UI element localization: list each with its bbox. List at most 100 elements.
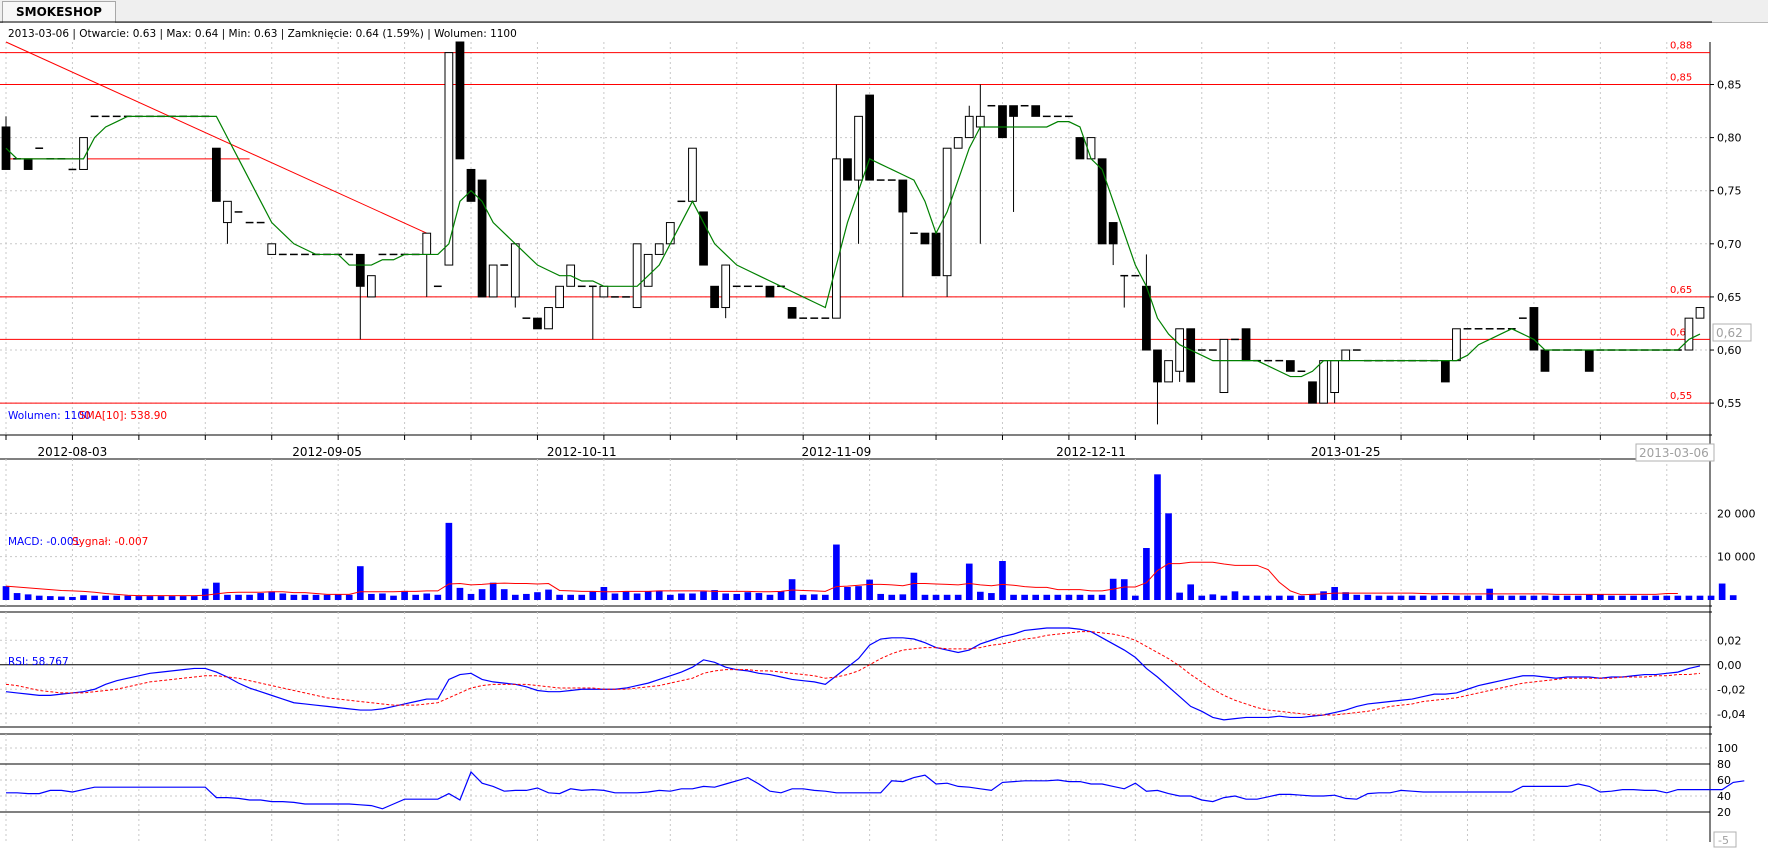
candle bbox=[1330, 360, 1340, 404]
candle bbox=[510, 243, 520, 308]
volume-bar bbox=[1309, 593, 1316, 600]
candle bbox=[920, 232, 930, 245]
candle bbox=[533, 317, 542, 330]
signal-label: Sygnał: -0.007 bbox=[72, 536, 148, 548]
volume-bar bbox=[135, 596, 143, 600]
volume-bar bbox=[224, 594, 231, 600]
volume-bar bbox=[1120, 579, 1128, 600]
candle bbox=[599, 285, 609, 298]
volume-bar bbox=[1087, 594, 1095, 600]
candle bbox=[1308, 381, 1317, 404]
candle bbox=[1285, 360, 1295, 372]
volume-bar bbox=[1729, 595, 1737, 600]
candle bbox=[865, 94, 874, 181]
trend-line bbox=[5, 41, 427, 234]
volume-bar bbox=[1220, 595, 1228, 600]
rsi-label: RSI: 58.767 bbox=[8, 656, 69, 668]
signal-line bbox=[5, 631, 1701, 716]
candle bbox=[643, 253, 653, 287]
candle bbox=[1075, 137, 1085, 160]
candle bbox=[1341, 349, 1351, 362]
tab-smokeshop[interactable]: SMOKESHOP bbox=[2, 1, 116, 23]
volume-bar bbox=[445, 522, 453, 600]
candle bbox=[267, 243, 277, 255]
volume-bar bbox=[1165, 513, 1172, 600]
candle bbox=[898, 179, 908, 297]
candle bbox=[1009, 105, 1018, 212]
macd-tick-label: 0,00 bbox=[1717, 659, 1742, 672]
volume-bar bbox=[678, 593, 685, 600]
volume-bar bbox=[1419, 595, 1427, 600]
volume-bar bbox=[1198, 595, 1206, 600]
support-resistance-lines: 0,88 0,85 0,65 0,61 0,55 bbox=[0, 41, 1710, 404]
volume-bar bbox=[1619, 595, 1626, 600]
candle bbox=[1108, 222, 1118, 266]
volume-bar bbox=[1408, 595, 1416, 600]
volume-bar bbox=[1253, 595, 1261, 600]
volume-bars bbox=[2, 474, 1737, 600]
volume-bar bbox=[578, 594, 586, 600]
candle bbox=[998, 105, 1007, 139]
volume-bar bbox=[1320, 591, 1327, 600]
candle bbox=[1120, 274, 1129, 308]
candle bbox=[953, 137, 963, 149]
candle bbox=[79, 137, 88, 170]
volume-bar bbox=[1530, 595, 1538, 600]
volume-bar bbox=[2, 586, 10, 600]
volume-bar bbox=[722, 593, 729, 600]
volume-bar bbox=[711, 590, 718, 600]
volume-bar bbox=[478, 589, 486, 600]
volume-bar bbox=[1386, 595, 1394, 600]
macd-tick-label: 0,02 bbox=[1717, 634, 1742, 647]
volume-bar bbox=[1397, 595, 1405, 600]
volume-label: Wolumen: 1100 bbox=[8, 410, 91, 422]
volume-bar bbox=[345, 594, 353, 600]
volume-bar bbox=[1442, 595, 1449, 600]
date-tick-label: 2013-01-25 bbox=[1311, 445, 1381, 459]
volume-bar bbox=[644, 591, 652, 600]
volume-bar bbox=[1298, 595, 1305, 600]
volume-bar bbox=[257, 593, 264, 600]
volume-bar bbox=[877, 593, 885, 600]
volume-bar bbox=[1154, 474, 1161, 600]
volume-bar bbox=[1718, 583, 1726, 600]
candle bbox=[710, 285, 719, 309]
candle bbox=[1529, 307, 1539, 351]
volume-bar bbox=[58, 596, 65, 600]
volume-bar bbox=[1696, 595, 1704, 600]
volume-bar bbox=[1563, 595, 1571, 600]
volume-bar bbox=[855, 586, 862, 600]
volume-bar bbox=[1652, 595, 1660, 600]
candle bbox=[223, 200, 232, 244]
candle bbox=[843, 158, 852, 181]
hline-label: 0,85 bbox=[1670, 72, 1692, 83]
volume-bar bbox=[965, 563, 973, 600]
candle bbox=[665, 222, 675, 245]
volume-bar bbox=[844, 587, 851, 600]
volume-bar bbox=[1508, 595, 1516, 600]
volume-bar bbox=[235, 594, 242, 600]
volume-bar bbox=[1552, 595, 1560, 600]
volume-bar bbox=[899, 594, 907, 600]
volume-bar bbox=[932, 594, 940, 600]
candle bbox=[211, 147, 221, 202]
candle bbox=[488, 264, 498, 298]
candles bbox=[1, 41, 1705, 425]
candle bbox=[1695, 307, 1705, 319]
volume-bar bbox=[866, 579, 873, 600]
volume-tick-label: 10 000 bbox=[1717, 551, 1756, 564]
volume-bar bbox=[1143, 548, 1150, 600]
candle bbox=[1440, 360, 1450, 383]
price-tick-label: 0,70 bbox=[1717, 238, 1742, 251]
volume-bar bbox=[213, 582, 220, 600]
volume-bar bbox=[423, 593, 431, 600]
volume-bar bbox=[456, 587, 464, 600]
candle bbox=[455, 41, 465, 160]
rsi-tick-label: 40 bbox=[1717, 790, 1731, 803]
candle bbox=[964, 105, 974, 139]
volume-bar bbox=[1132, 595, 1139, 600]
rsi-tick-label: 60 bbox=[1717, 774, 1731, 787]
macd-tick-label: -0,02 bbox=[1717, 683, 1745, 696]
price-tick-label: 0,85 bbox=[1717, 78, 1742, 91]
volume-bar bbox=[46, 596, 54, 600]
